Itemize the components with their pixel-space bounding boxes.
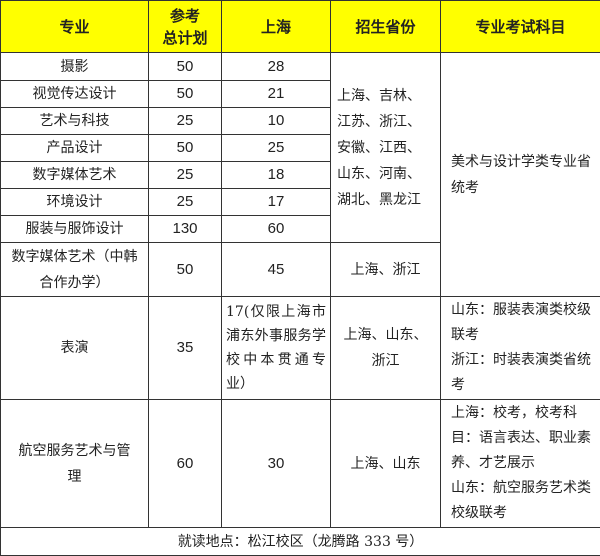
shanghai-cell: 10 bbox=[222, 108, 331, 135]
location-note: 就读地点：松江校区（龙腾路 333 号） bbox=[1, 528, 600, 556]
major-cell: 艺术与科技 bbox=[1, 108, 149, 135]
shanghai-cell: 60 bbox=[222, 216, 331, 243]
shanghai-cell: 45 bbox=[222, 243, 331, 297]
shanghai-cell: 21 bbox=[222, 81, 331, 108]
provinces-cell: 上海、山东 bbox=[331, 400, 441, 528]
header-provinces: 招生省份 bbox=[331, 1, 441, 53]
exam-line: 山东：航空服务艺术类校级联考 bbox=[451, 476, 596, 526]
shanghai-cell: 25 bbox=[222, 135, 331, 162]
footer-row: 就读地点：松江校区（龙腾路 333 号） bbox=[1, 528, 600, 556]
exam-cell: 美术与设计学类专业省统考 bbox=[441, 53, 600, 297]
header-plan-line2: 总计划 bbox=[162, 29, 207, 47]
plan-cell: 50 bbox=[149, 135, 222, 162]
exam-cell: 山东：服装表演类校级联考浙江：时装表演类省统考 bbox=[441, 297, 600, 400]
major-cell: 摄影 bbox=[1, 53, 149, 81]
exam-line: 上海：校考，校考科目：语言表达、职业素养、才艺展示 bbox=[451, 401, 596, 476]
header-major: 专业 bbox=[1, 1, 149, 53]
shanghai-cell: 17 bbox=[222, 189, 331, 216]
major-cell: 航空服务艺术与管理 bbox=[1, 400, 149, 528]
exam-line: 山东：服装表演类校级联考 bbox=[451, 298, 596, 348]
header-exam: 专业考试科目 bbox=[441, 1, 600, 53]
plan-cell: 25 bbox=[149, 189, 222, 216]
provinces-cell: 上海、浙江 bbox=[331, 243, 441, 297]
plan-cell: 50 bbox=[149, 53, 222, 81]
major-cell: 服装与服饰设计 bbox=[1, 216, 149, 243]
header-row: 专业 参考总计划 上海 招生省份 专业考试科目 bbox=[1, 1, 600, 53]
header-shanghai: 上海 bbox=[222, 1, 331, 53]
table-row: 航空服务艺术与管理 60 30 上海、山东 上海：校考，校考科目：语言表达、职业… bbox=[1, 400, 600, 528]
plan-cell: 35 bbox=[149, 297, 222, 400]
header-plan-line1: 参考 bbox=[170, 7, 200, 25]
provinces-cell: 上海、吉林、江苏、浙江、安徽、江西、山东、河南、湖北、黑龙江 bbox=[331, 53, 441, 243]
plan-cell: 130 bbox=[149, 216, 222, 243]
plan-cell: 25 bbox=[149, 108, 222, 135]
plan-cell: 60 bbox=[149, 400, 222, 528]
plan-cell: 25 bbox=[149, 162, 222, 189]
plan-cell: 50 bbox=[149, 243, 222, 297]
major-cell: 表演 bbox=[1, 297, 149, 400]
plan-cell: 50 bbox=[149, 81, 222, 108]
shanghai-cell: 28 bbox=[222, 53, 331, 81]
major-cell: 产品设计 bbox=[1, 135, 149, 162]
shanghai-cell: 17(仅限上海市浦东外事服务学校中本贯通专业） bbox=[222, 297, 331, 400]
shanghai-cell: 30 bbox=[222, 400, 331, 528]
major-cell: 数字媒体艺术 bbox=[1, 162, 149, 189]
header-plan: 参考总计划 bbox=[149, 1, 222, 53]
major-cell: 视觉传达设计 bbox=[1, 81, 149, 108]
shanghai-cell: 18 bbox=[222, 162, 331, 189]
exam-line: 浙江：时装表演类省统考 bbox=[451, 348, 596, 398]
provinces-cell: 上海、山东、浙江 bbox=[331, 297, 441, 400]
major-cell: 环境设计 bbox=[1, 189, 149, 216]
table-row: 摄影 50 28 上海、吉林、江苏、浙江、安徽、江西、山东、河南、湖北、黑龙江 … bbox=[1, 53, 600, 81]
table-row: 表演 35 17(仅限上海市浦东外事服务学校中本贯通专业） 上海、山东、浙江 山… bbox=[1, 297, 600, 400]
major-cell: 数字媒体艺术（中韩合作办学） bbox=[1, 243, 149, 297]
exam-cell: 上海：校考，校考科目：语言表达、职业素养、才艺展示山东：航空服务艺术类校级联考 bbox=[441, 400, 600, 528]
